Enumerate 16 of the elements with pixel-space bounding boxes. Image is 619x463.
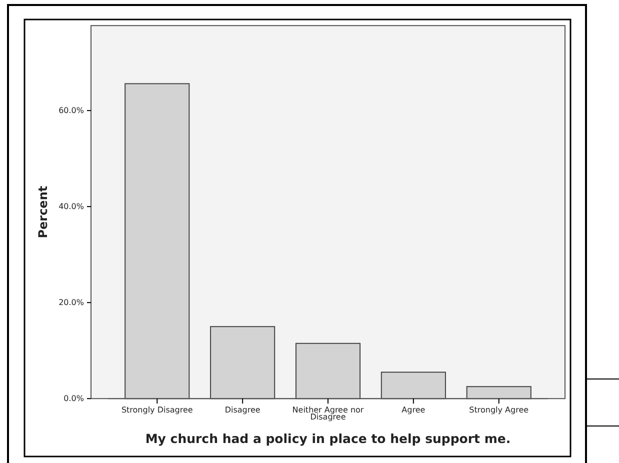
y-tick-label: 40.0% xyxy=(58,202,84,212)
bar xyxy=(124,83,190,400)
bar xyxy=(295,342,361,400)
x-tick-label: Strongly Agree xyxy=(469,405,529,414)
x-axis-title: My church had a policy in place to help support me. xyxy=(145,431,511,446)
x-tick-label: Neither Agree nor Disagree xyxy=(292,405,364,422)
y-tick-label: 60.0% xyxy=(58,106,84,116)
bar xyxy=(380,372,446,400)
bar xyxy=(466,386,532,400)
bar xyxy=(210,326,276,400)
x-tick-label: Strongly Disagree xyxy=(121,405,193,414)
y-tick-label: 0.0% xyxy=(64,394,84,404)
y-tick-label: 20.0% xyxy=(58,298,84,308)
y-axis-title: Percent xyxy=(36,186,50,238)
x-tick-label: Agree xyxy=(402,405,426,414)
x-tick-label: Disagree xyxy=(224,405,260,414)
